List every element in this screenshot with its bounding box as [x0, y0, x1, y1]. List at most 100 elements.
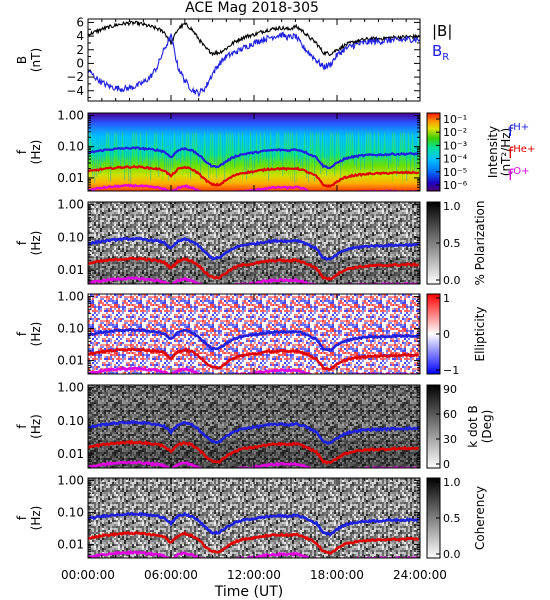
y-axis-unit: (Hz)	[29, 231, 43, 256]
y-tick-label: 1.00	[57, 381, 84, 395]
colorbar-unit: (Deg)	[480, 410, 494, 444]
colorbar-tick-label: 1	[443, 292, 450, 305]
y-tick-label: 0.10	[57, 140, 84, 154]
y-tick-label: 0.01	[57, 263, 84, 277]
y-axis-unit: (nT)	[29, 48, 43, 72]
y-axis-label: f	[15, 149, 29, 154]
colorbar-label: Coherency	[473, 486, 487, 550]
y-tick-label: 1.00	[57, 108, 84, 122]
colorbar-tick-label: 0.5	[443, 512, 461, 525]
y-axis-unit: (Hz)	[29, 414, 43, 439]
fo-line	[88, 183, 420, 191]
panel-intensity: 1.00 0.10 0.01 f (Hz) 10⁻¹10⁻²10⁻³10⁻⁴10⁻⁵10⁻…	[15, 108, 535, 192]
colorbar-label: Ellipticity	[473, 307, 487, 362]
fo-line	[88, 276, 419, 284]
legend-bmag: |B|	[432, 22, 452, 40]
x-tick-label: 24:00:00	[393, 568, 447, 582]
panel-ellipticity: 1.00 0.10 0.01 f (Hz) 1 0 −1 Ellipticity	[15, 290, 487, 377]
y-tick-label: 2	[76, 43, 84, 57]
y-tick-label: 1.00	[57, 474, 84, 488]
colorbar	[426, 112, 441, 192]
colorbar-tick-label: 30	[443, 433, 457, 446]
y-tick-label: −4	[66, 84, 84, 98]
fh-line	[88, 146, 420, 170]
y-tick-label: 0.01	[57, 354, 84, 368]
x-tick-label: 00:00:00	[61, 568, 115, 582]
x-axis-label: Time (UT)	[214, 584, 283, 600]
legend-hplus: fH+	[508, 122, 529, 140]
fh-line	[88, 236, 420, 261]
legend-subscript: He+	[513, 144, 535, 155]
y-tick-label: −2	[66, 70, 84, 84]
y-tick-label: 0.01	[57, 538, 84, 552]
y-axis-label: B	[15, 56, 29, 64]
fhe-line	[88, 530, 420, 555]
colorbar-tick-label: 0	[443, 328, 450, 341]
colorbar	[426, 384, 441, 469]
colorbar-tick-label: 10⁻³	[443, 139, 467, 152]
colorbar-tick-label: 10⁻⁴	[443, 153, 468, 166]
colorbar-tick-label: 1.0	[443, 200, 461, 213]
spectrogram-texture	[88, 132, 420, 183]
fh-line	[88, 327, 420, 353]
y-tick-label: 6	[76, 15, 84, 29]
colorbar-tick-label: 0.0	[443, 548, 461, 561]
legend-oplus: fO+	[508, 166, 530, 184]
colorbar-tick-label: −1	[443, 364, 459, 377]
colorbar-tick-label: 1.0	[443, 476, 461, 489]
legend-subscript: H+	[513, 122, 529, 133]
y-tick-label: 4	[76, 29, 84, 43]
series-bmag-line	[88, 20, 420, 57]
colorbar-tick-label: 90	[443, 383, 457, 396]
colorbar-tick-label: 10⁻⁶	[443, 179, 468, 192]
fh-line	[88, 511, 420, 537]
fo-line	[88, 549, 420, 558]
colorbar-tick-label: 60	[443, 408, 457, 421]
y-axis-label: f	[15, 515, 29, 520]
legend-br: BR	[432, 42, 449, 63]
y-tick-label: 0.10	[57, 414, 84, 428]
legend-br-subscript: R	[442, 52, 449, 63]
x-tick-label: 12:00:00	[227, 568, 281, 582]
panel-polarization: 1.00 0.10 0.01 f (Hz) 1.0 0.5 0.0 % Polarization	[15, 198, 487, 287]
series-br-line	[88, 31, 420, 97]
chart-title: ACE Mag 2018-305	[185, 0, 319, 16]
fhe-line	[88, 164, 419, 189]
legend-subscript: O+	[513, 166, 529, 177]
legend-heplus: fHe+	[508, 144, 535, 162]
y-axis-unit: (Hz)	[29, 322, 43, 347]
fo-line	[88, 366, 419, 374]
y-tick-label: 0.10	[57, 506, 84, 520]
y-tick-label: 0.01	[57, 171, 84, 185]
y-axis-label: f	[15, 424, 29, 429]
panel-coherency: 1.00 0.10 0.01 f (Hz) 1.0 0.5 0.0 Coherency	[15, 474, 487, 561]
fhe-line	[88, 256, 420, 281]
plot-area	[88, 19, 420, 101]
x-tick-label: 06:00:00	[144, 568, 198, 582]
colorbar-tick-label: 0.5	[443, 237, 461, 250]
y-tick-label: 0.01	[57, 447, 84, 461]
y-tick-label: 0.10	[57, 230, 84, 244]
colorbar-tick-label: 0	[443, 458, 450, 471]
colorbar-unit: (nT²/Hz)	[499, 128, 513, 176]
colorbar-label: % Polarization	[473, 201, 487, 286]
y-axis-unit: (Hz)	[29, 506, 43, 531]
fhe-line	[88, 439, 419, 465]
colorbar-tick-label: 10⁻⁵	[443, 166, 467, 179]
fh-line	[88, 419, 420, 446]
colorbar-label: k dot B	[466, 405, 480, 447]
y-axis-unit: (Hz)	[29, 140, 43, 165]
y-tick-label: 1.00	[57, 198, 84, 212]
colorbar-label: Intensity	[486, 126, 500, 178]
y-axis-label: f	[15, 240, 29, 245]
colorbar-tick-label: 0.0	[443, 274, 461, 287]
colorbar-tick-label: 10⁻¹	[443, 113, 467, 126]
fhe-line	[88, 346, 419, 371]
x-tick-label: 18:00:00	[310, 568, 364, 582]
y-tick-label: 1.00	[57, 290, 84, 304]
y-tick-label: 0	[76, 56, 84, 70]
y-axis-label: f	[15, 331, 29, 336]
y-tick-label: 0.10	[57, 322, 84, 336]
